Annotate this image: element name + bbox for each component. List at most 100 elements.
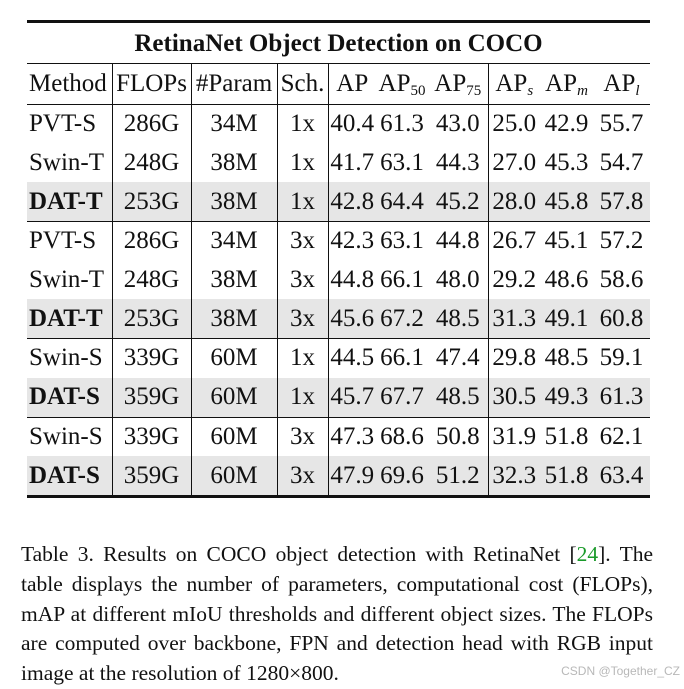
- table-row: DAT-S 359G 60M 1x 45.7 67.7 48.5 30.5 49.3 61.3: [27, 377, 650, 417]
- cell-params: 60M: [191, 377, 278, 417]
- cell-aps: 31.9: [488, 416, 540, 457]
- cell-ap: 47.9: [328, 456, 376, 495]
- cell-apl: 58.6: [599, 266, 644, 294]
- table-title: RetinaNet Object Detection on COCO: [134, 30, 543, 57]
- cell-aps: 28.0: [488, 182, 540, 222]
- cell-ap: 42.8: [328, 182, 376, 222]
- cell-ap50: 67.2: [376, 299, 428, 339]
- cell-apl: 59.1: [593, 338, 650, 378]
- header-ap75: AP75: [428, 64, 489, 105]
- cell-apm: 51.8: [540, 456, 593, 495]
- cell-ap75: 43.0: [428, 103, 489, 144]
- cell-flops: 248G: [112, 260, 192, 300]
- cell-params: 38M: [191, 299, 278, 339]
- cell-sch: 1x: [277, 338, 329, 378]
- table-row: Swin-S 339G 60M 3x 47.3 68.6 50.8 31.9 51.8 62.1: [27, 416, 650, 457]
- cell-aps: 30.5: [488, 377, 540, 417]
- cell-ap50: 64.4: [376, 182, 428, 222]
- table-row: DAT-T 253G 38M 1x 42.8 64.4 45.2 28.0 45.8 57.8: [27, 182, 650, 222]
- cell-ap50: 66.1: [376, 338, 428, 378]
- cell-sch: 3x: [277, 260, 329, 300]
- cell-flops: 339G: [112, 338, 192, 378]
- cell-ap75: 51.2: [428, 456, 489, 495]
- cell-aps: 29.8: [488, 338, 540, 378]
- header-aps: APs: [495, 70, 534, 99]
- cell-params: 34M: [191, 103, 278, 144]
- cell-apl: 63.4: [593, 456, 650, 495]
- cell-sch: 1x: [277, 143, 329, 183]
- cell-aps: 26.7: [488, 221, 540, 261]
- cell-flops: 253G: [112, 182, 192, 222]
- cell-aps: 25.0: [488, 103, 540, 144]
- cell-apl: 61.3: [593, 377, 650, 417]
- citation-link[interactable]: 24: [576, 542, 599, 566]
- cell-ap50: 69.6: [376, 456, 428, 495]
- cell-ap75: 48.5: [428, 299, 489, 339]
- cell-apl: 57.8: [593, 182, 650, 222]
- cell-method: Swin-S: [27, 416, 113, 457]
- cell-method: DAT-S: [27, 377, 113, 417]
- cell-sch: 3x: [277, 416, 329, 457]
- cell-flops: 359G: [112, 377, 192, 417]
- cell-ap: 41.7: [330, 149, 375, 177]
- table-caption: Table 3. Results on COCO object detectio…: [21, 542, 653, 686]
- cell-apm: 49.3: [540, 377, 593, 417]
- cell-ap75: 50.8: [428, 416, 489, 457]
- cell-apm: 49.1: [540, 299, 593, 339]
- cell-params: 38M: [191, 260, 278, 300]
- cell-params: 38M: [191, 143, 278, 183]
- cell-params: 60M: [191, 456, 278, 495]
- cell-apm: 48.5: [540, 338, 593, 378]
- header-ap: AP: [336, 70, 369, 97]
- cell-method: DAT-T: [27, 299, 113, 339]
- cell-method: DAT-S: [27, 456, 113, 495]
- cell-ap50: 61.3: [376, 103, 428, 144]
- cell-ap75: 44.8: [428, 221, 489, 261]
- cell-method: PVT-S: [27, 103, 113, 144]
- cell-ap: 45.7: [328, 377, 376, 417]
- cell-params: 60M: [191, 338, 278, 378]
- cell-method: DAT-T: [27, 182, 113, 222]
- cell-method: PVT-S: [27, 221, 113, 261]
- cell-ap75: 48.5: [428, 377, 489, 417]
- cell-sch: 3x: [277, 299, 329, 339]
- cell-method: Swin-T: [27, 260, 113, 300]
- cell-sch: 1x: [277, 377, 329, 417]
- table-row: Swin-T 248G 38M 3x 44.8 66.1 48.0 29.2 48.6 58.6: [27, 260, 650, 300]
- cell-params: 38M: [191, 182, 278, 222]
- cell-sch: 1x: [277, 182, 329, 222]
- cell-aps: 32.3: [488, 456, 540, 495]
- cell-apl: 57.2: [593, 221, 650, 261]
- header-params: #Param: [191, 64, 278, 105]
- cell-sch: 3x: [277, 221, 329, 261]
- cell-flops: 286G: [112, 221, 192, 261]
- cell-ap: 44.5: [328, 338, 376, 378]
- cell-params: 34M: [191, 221, 278, 261]
- cell-apl: 62.1: [593, 416, 650, 457]
- cell-apm: 51.8: [540, 416, 593, 457]
- cell-ap50: 63.1: [380, 149, 424, 177]
- cell-aps: 29.2: [492, 266, 537, 294]
- cell-params: 60M: [191, 416, 278, 457]
- table-row: PVT-S 286G 34M 1x 40.4 61.3 43.0 25.0 42.9 55.7: [27, 103, 650, 144]
- cell-apm: 42.9: [540, 103, 593, 144]
- cell-ap50: 63.1: [376, 221, 428, 261]
- table-row: DAT-T 253G 38M 3x 45.6 67.2 48.5 31.3 49.1 60.8: [27, 299, 650, 339]
- cell-apm: 45.1: [540, 221, 593, 261]
- header-apl: APl: [603, 70, 640, 99]
- table-row: Swin-S 339G 60M 1x 44.5 66.1 47.4 29.8 48.5 59.1: [27, 338, 650, 378]
- cell-apl: 60.8: [593, 299, 650, 339]
- cell-flops: 359G: [112, 456, 192, 495]
- data-table: Method FLOPs #Param Sch. AP AP50 AP75 AP…: [27, 64, 650, 495]
- cell-ap: 45.6: [328, 299, 376, 339]
- cell-aps: 31.3: [488, 299, 540, 339]
- cell-ap50: 68.6: [376, 416, 428, 457]
- cell-ap50: 66.1: [380, 266, 424, 294]
- results-table: RetinaNet Object Detection on COCO Metho…: [27, 20, 650, 498]
- cell-ap75: 48.0: [428, 260, 489, 300]
- cell-ap75: 47.4: [428, 338, 489, 378]
- cell-apm: 45.3: [544, 149, 589, 177]
- cell-ap75: 44.3: [428, 143, 489, 183]
- cell-sch: 3x: [277, 456, 329, 495]
- cell-ap: 40.4: [328, 103, 376, 144]
